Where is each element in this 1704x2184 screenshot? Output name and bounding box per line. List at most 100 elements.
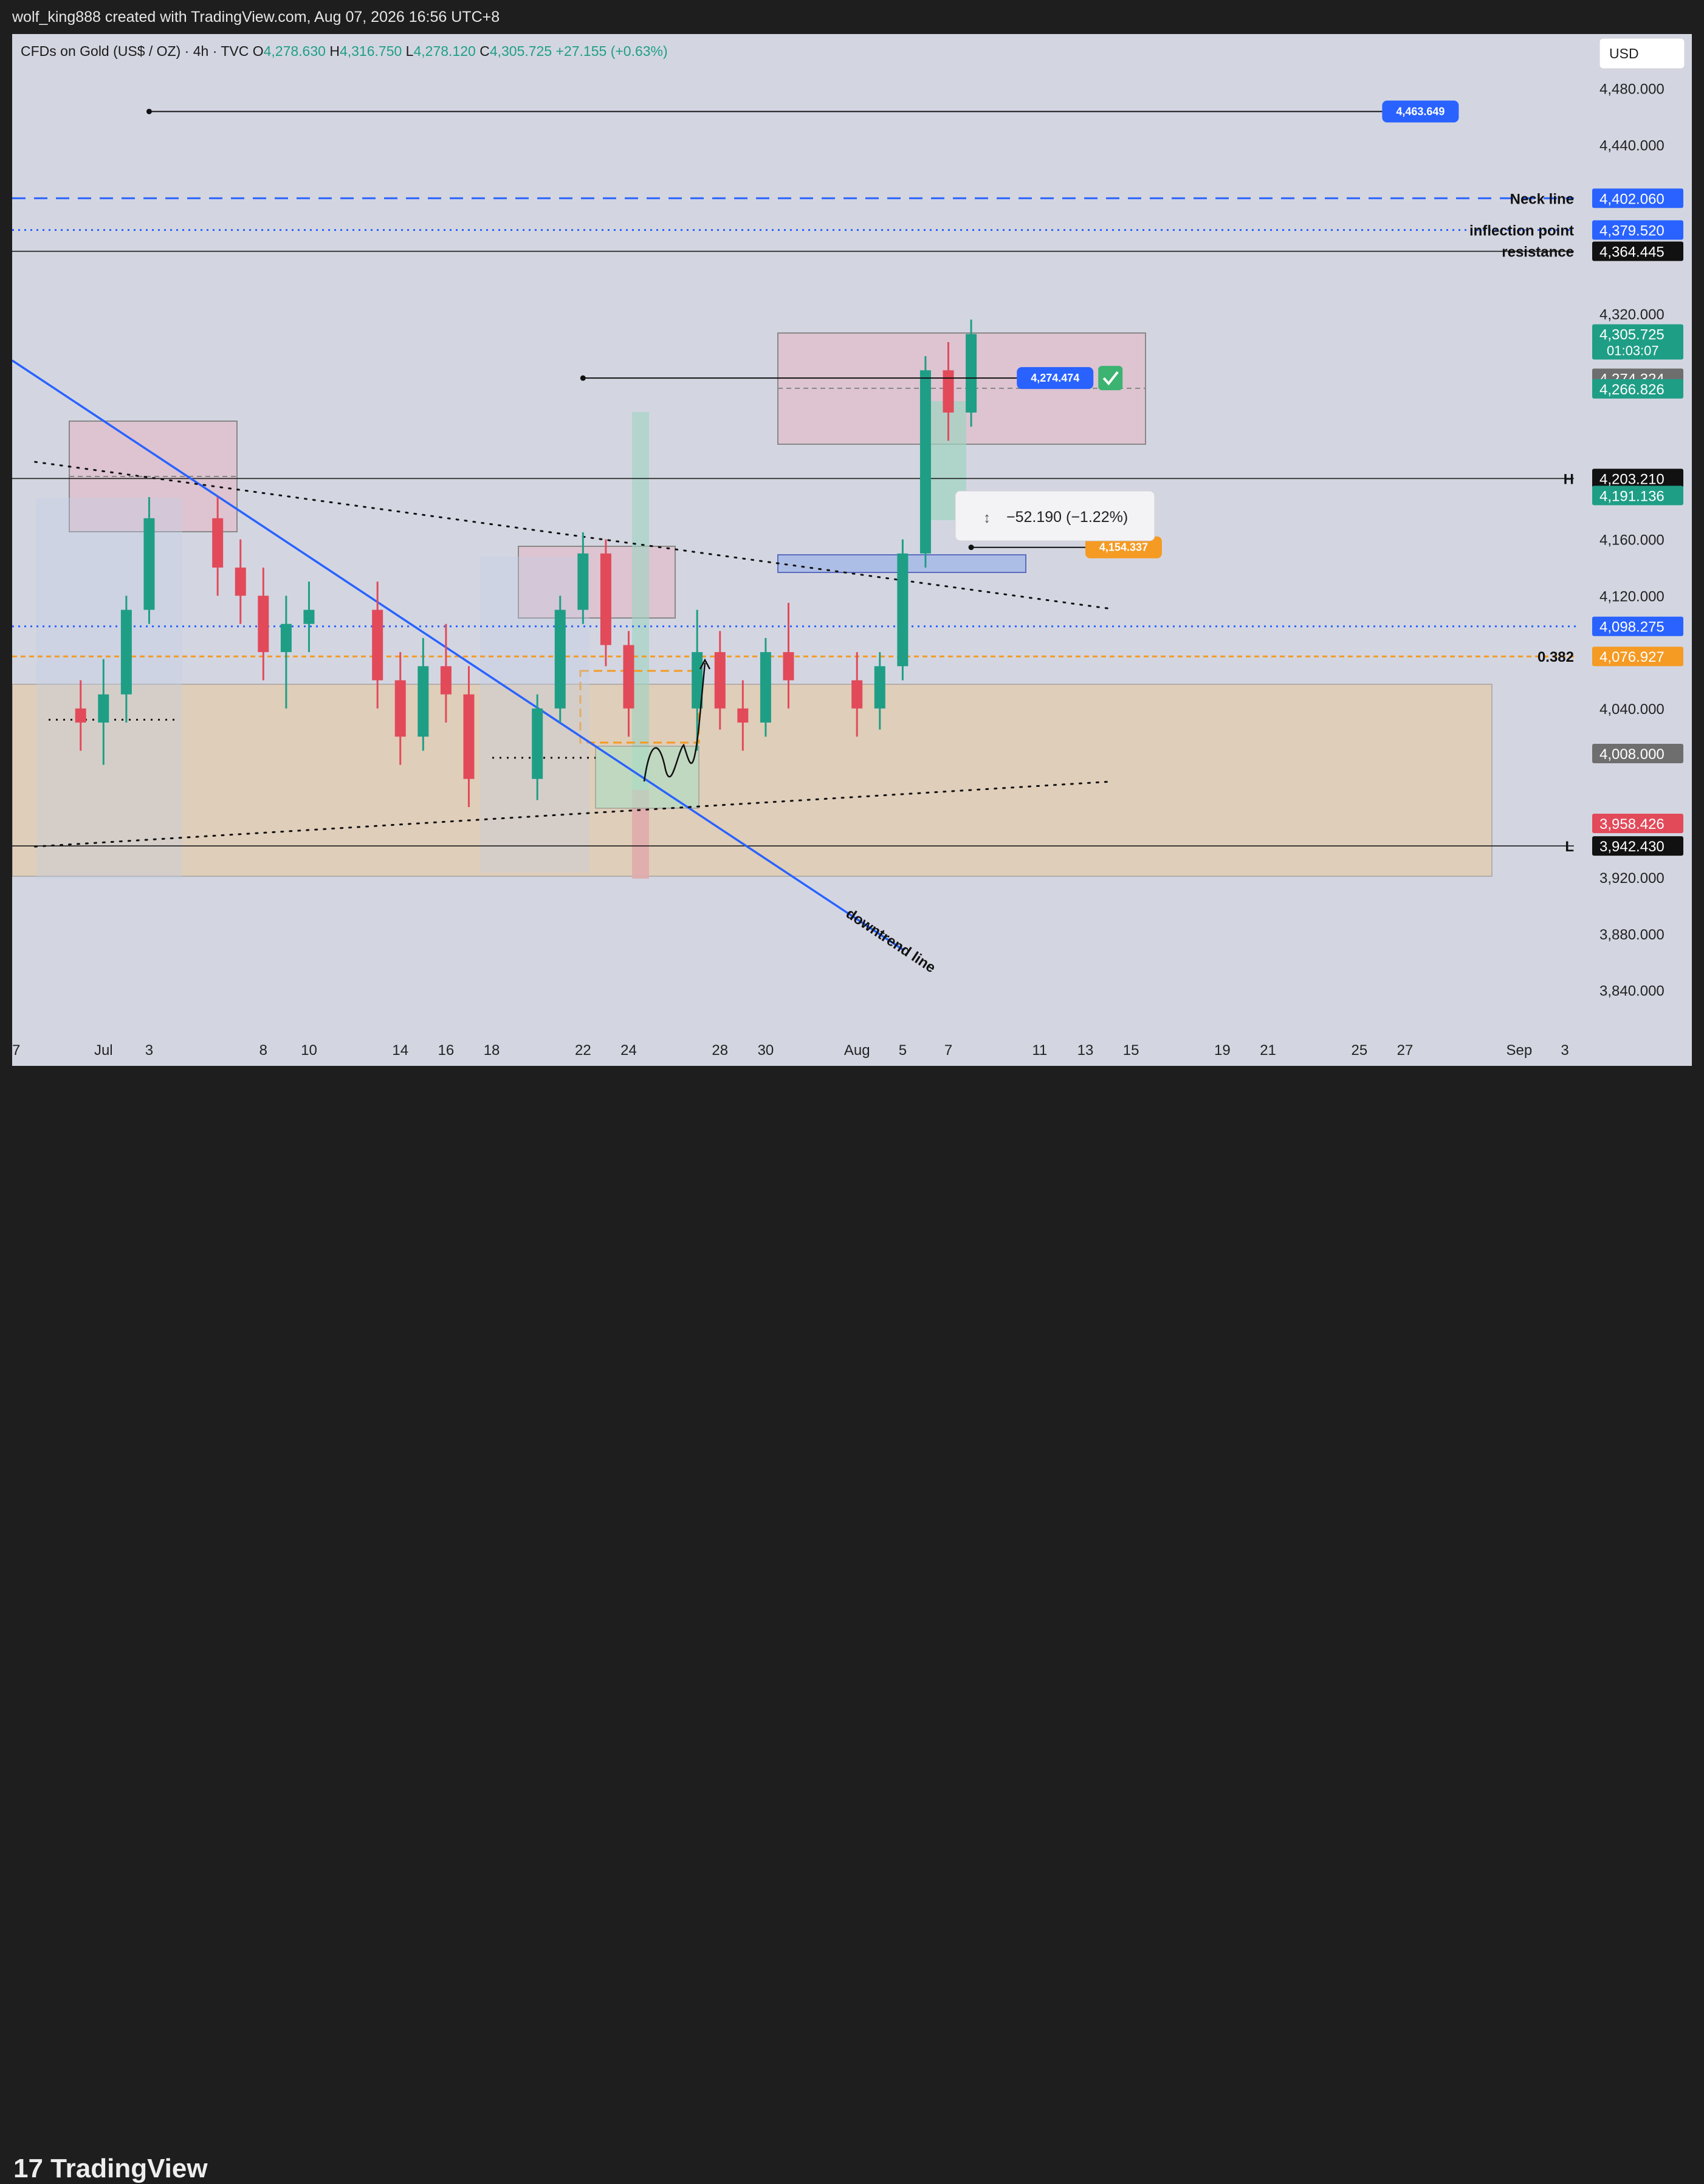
price-tag-4 bbox=[1592, 486, 1683, 506]
projection-path bbox=[643, 662, 706, 782]
y-tick-7: 3,880.000 bbox=[1599, 927, 1664, 943]
x-tick-23: 3 bbox=[1561, 1042, 1568, 1059]
legend-part-1: O bbox=[253, 43, 264, 59]
candles-layer bbox=[75, 319, 977, 808]
candle-body-19 bbox=[692, 652, 703, 709]
x-tick-13: 5 bbox=[899, 1042, 907, 1059]
x-tick-11: 30 bbox=[758, 1042, 774, 1059]
level-axis-text-2: 4,364.445 bbox=[1599, 244, 1664, 261]
annotation-tag-2 bbox=[1085, 536, 1162, 558]
level-axis-tag-4 bbox=[1592, 616, 1683, 636]
currency-button[interactable]: USD bbox=[1599, 38, 1685, 69]
trend-line-2 bbox=[34, 780, 1110, 848]
legend-part-5: L bbox=[406, 43, 414, 59]
x-tick-21: 27 bbox=[1397, 1042, 1414, 1059]
legend-part-8: 4,305.725 bbox=[490, 43, 556, 59]
level-axis-text-0: 4,402.060 bbox=[1599, 191, 1664, 207]
candle-body-4 bbox=[212, 518, 224, 568]
measure-icon: ↕ bbox=[983, 510, 991, 526]
candle-body-23 bbox=[783, 652, 794, 681]
tradingview-logo[interactable]: 17 TradingView bbox=[13, 2154, 208, 2184]
legend-part-0: CFDs on Gold (US$ / OZ) · 4h · TVC bbox=[21, 43, 253, 59]
annotation-text-1: 4,274.474 bbox=[1031, 372, 1079, 384]
level-axis-text-5: 4,076.927 bbox=[1599, 649, 1664, 665]
candle-body-26 bbox=[897, 553, 909, 667]
x-tick-19: 21 bbox=[1260, 1042, 1276, 1059]
legend-part-2: 4,278.630 bbox=[264, 43, 330, 59]
candle-body-17 bbox=[600, 553, 611, 645]
candle-body-24 bbox=[851, 680, 863, 709]
candle-body-25 bbox=[874, 666, 885, 709]
attribution-text: wolf_king888 created with TradingView.co… bbox=[12, 9, 500, 26]
level-axis-tag-0 bbox=[1592, 188, 1683, 208]
candle-body-7 bbox=[280, 623, 292, 653]
candle-body-3 bbox=[143, 518, 155, 610]
level-label-0: Neck line bbox=[1510, 191, 1574, 207]
price-tag-text-6: 3,958.426 bbox=[1599, 816, 1664, 833]
fib-zone-rect[interactable] bbox=[12, 684, 1493, 877]
y-tick-6: 3,920.000 bbox=[1599, 870, 1664, 887]
x-tick-7: 18 bbox=[484, 1042, 500, 1059]
level-axis-tag-5 bbox=[1592, 647, 1683, 667]
trend-line-0 bbox=[12, 359, 904, 950]
volume-profile-area-1 bbox=[36, 498, 182, 879]
level-axis-text-6: 3,942.430 bbox=[1599, 839, 1664, 855]
candle-body-14 bbox=[532, 708, 543, 779]
x-tick-1: Jul bbox=[94, 1042, 113, 1059]
axis-layer: 4,480.000 4,440.000 4,320.000 4,160.000 4,12… bbox=[4, 81, 1683, 1059]
x-tick-8: 22 bbox=[575, 1042, 591, 1059]
y-tick-8: 3,840.000 bbox=[1599, 983, 1664, 1000]
price-tag-text-0: 4,305.725 bbox=[1599, 327, 1664, 343]
x-tick-17: 15 bbox=[1123, 1042, 1139, 1059]
footer: 17 TradingView bbox=[0, 1066, 1704, 2183]
level-label-3: H bbox=[1564, 471, 1574, 487]
level-axis-text-1: 4,379.520 bbox=[1599, 223, 1664, 239]
level-label-5: 0.382 bbox=[1537, 649, 1574, 665]
brand-text: TradingView bbox=[50, 2154, 208, 2183]
level-axis-tag-2 bbox=[1592, 241, 1683, 261]
candle-body-10 bbox=[394, 680, 406, 737]
currency-label: USD bbox=[1609, 46, 1639, 61]
price-tag-3 bbox=[1592, 379, 1683, 399]
price-tag-text-5: 4,008.000 bbox=[1599, 746, 1664, 763]
symbol-legend[interactable]: CFDs on Gold (US$ / OZ) · 4h · TVC O4,27… bbox=[21, 43, 668, 59]
y-tick-2: 4,320.000 bbox=[1599, 307, 1664, 323]
price-chart[interactable]: Neck line 4,402.060 inflection point 4,379.… bbox=[4, 34, 1692, 1066]
candle-body-11 bbox=[417, 666, 429, 737]
tradingview-logo-icon: 17 bbox=[13, 2154, 51, 2183]
chart-background bbox=[12, 34, 1692, 1066]
candle-body-13 bbox=[463, 694, 475, 779]
measure-tooltip[interactable]: ↕ −52.190 (−1.22%) bbox=[955, 490, 1155, 541]
x-tick-16: 13 bbox=[1077, 1042, 1094, 1059]
candle-body-20 bbox=[714, 652, 726, 709]
x-tick-18: 19 bbox=[1214, 1042, 1231, 1059]
x-tick-10: 28 bbox=[712, 1042, 728, 1059]
levels-layer: Neck line 4,402.060 inflection point 4,379.… bbox=[12, 188, 1683, 856]
x-tick-14: 7 bbox=[944, 1042, 952, 1059]
x-tick-22: Sep bbox=[1506, 1042, 1533, 1059]
level-axis-tag-3 bbox=[1592, 469, 1683, 489]
legend-line: CFDs on Gold (US$ / OZ) · 4h · TVC O4,27… bbox=[21, 43, 668, 59]
candle-body-2 bbox=[120, 610, 132, 695]
x-tick-3: 8 bbox=[259, 1042, 267, 1059]
annotation-dot-1 bbox=[580, 375, 586, 381]
level-axis-tag-6 bbox=[1592, 836, 1683, 856]
level-axis-tag-1 bbox=[1592, 220, 1683, 240]
projection-arrow-icon bbox=[699, 658, 711, 670]
price-tag-5 bbox=[1592, 744, 1683, 764]
price-tag-6 bbox=[1592, 814, 1683, 834]
legend-part-6: 4,278.120 bbox=[413, 43, 479, 59]
chart-area[interactable]: Neck line 4,402.060 inflection point 4,379.… bbox=[4, 34, 1692, 1066]
check-icon bbox=[1102, 371, 1119, 386]
legend-part-3: H bbox=[329, 43, 340, 59]
level-axis-text-4: 4,098.275 bbox=[1599, 619, 1664, 636]
time-axis[interactable] bbox=[12, 1029, 1580, 1066]
candle-body-16 bbox=[577, 553, 589, 610]
y-tick-5: 4,040.000 bbox=[1599, 701, 1664, 718]
price-tag-text-3: 4,266.826 bbox=[1599, 382, 1664, 398]
x-tick-0: 27 bbox=[12, 1042, 20, 1059]
y-tick-0: 4,480.000 bbox=[1599, 81, 1664, 98]
candle-body-29 bbox=[966, 334, 977, 413]
price-tag-text-4: 4,191.136 bbox=[1599, 488, 1664, 504]
annotation-text-0: 4,463.649 bbox=[1396, 105, 1445, 117]
